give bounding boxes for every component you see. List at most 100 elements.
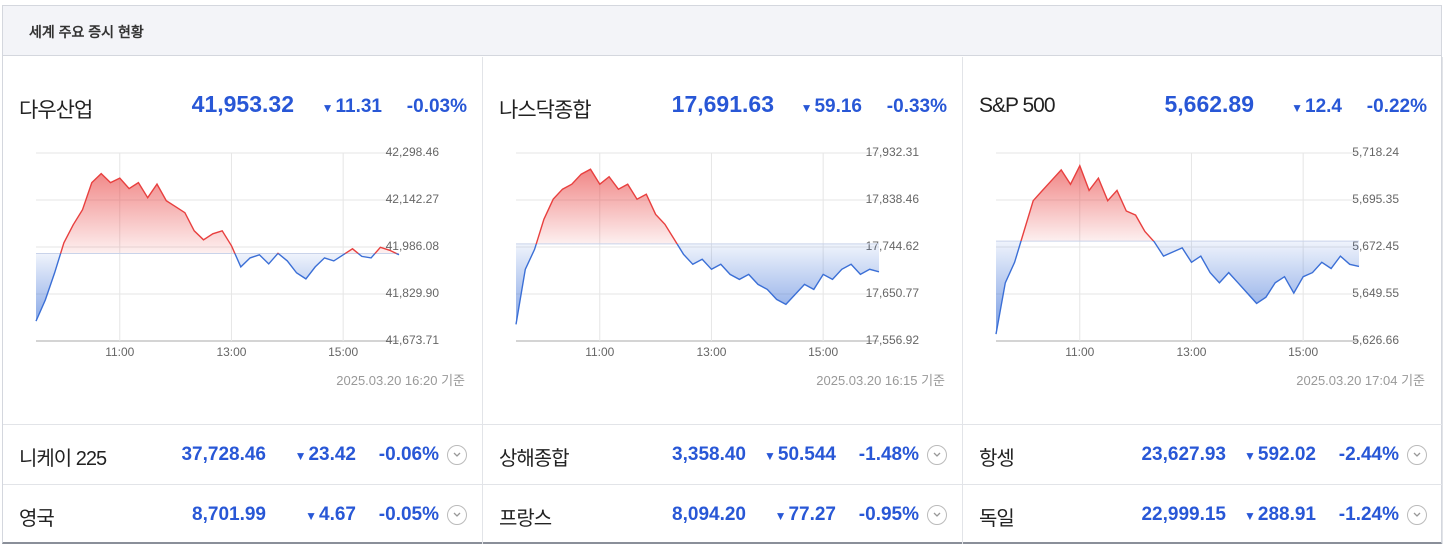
change-value: 11.31 bbox=[335, 96, 383, 117]
change-pct: -0.06% bbox=[378, 444, 439, 465]
y-tick-label: 17,932.31 bbox=[866, 145, 920, 159]
change-value: 23.42 bbox=[308, 444, 356, 465]
change-value: 592.02 bbox=[1257, 444, 1316, 465]
index-row: 니케이 225 37,728.46 ▼ 23.42 -0.06% bbox=[3, 424, 483, 484]
header-title: 세계 주요 증시 현황 bbox=[29, 24, 144, 40]
y-tick-label: 41,829.90 bbox=[386, 286, 440, 300]
x-tick-label: 13:00 bbox=[696, 345, 726, 357]
index-name: 프랑스 bbox=[499, 508, 552, 530]
index-price: 5,662.89 bbox=[1164, 91, 1254, 117]
index-panel: 다우산업 41,953.32 ▼ 11.31 -0.03% 2025.03.20 16:2… bbox=[3, 57, 483, 424]
index-price: 41,953.32 bbox=[191, 91, 294, 117]
down-arrow: ▼ bbox=[800, 101, 813, 115]
change-pct: -1.24% bbox=[1338, 504, 1399, 525]
down-arrow: ▼ bbox=[1243, 449, 1256, 463]
x-tick-label: 11:00 bbox=[105, 345, 134, 357]
line-chart: 17,556.92 17,650.77 17,744.62 17,838.46 17,9… bbox=[515, 145, 920, 357]
change: ▼ 23.42 bbox=[295, 444, 356, 466]
index-name: 독일 bbox=[979, 508, 1015, 530]
index-name: 다우산업 bbox=[19, 99, 93, 122]
chevron bbox=[453, 452, 461, 457]
chevron bbox=[933, 452, 941, 457]
change-value: 59.16 bbox=[814, 96, 862, 117]
change-value: 50.544 bbox=[777, 444, 836, 465]
change-value: 4.67 bbox=[319, 504, 356, 525]
change: ▼ 11.31 bbox=[322, 96, 382, 118]
index-name: 니케이 225 bbox=[19, 448, 107, 470]
timestamp: 2025.03.20 16:15 기준 bbox=[816, 373, 945, 388]
y-tick-label: 41,986.08 bbox=[386, 239, 440, 253]
expand-button[interactable] bbox=[1407, 445, 1427, 465]
index-row: 상해종합 3,358.40 ▼ 50.544 -1.48% bbox=[483, 424, 963, 484]
chevron bbox=[1413, 452, 1421, 457]
expand-button[interactable] bbox=[447, 445, 467, 465]
index-row: 영국 8,701.99 ▼ 4.67 -0.05% bbox=[3, 484, 483, 544]
expand-button[interactable] bbox=[1407, 505, 1427, 525]
y-tick-label: 5,672.45 bbox=[1352, 239, 1399, 253]
x-tick-label: 15:00 bbox=[328, 345, 358, 357]
price-line bbox=[35, 172, 400, 322]
change-value: 77.27 bbox=[788, 504, 836, 525]
change-value: 288.91 bbox=[1257, 504, 1316, 525]
expand-button[interactable] bbox=[927, 445, 947, 465]
index-price: 8,094.20 bbox=[672, 504, 746, 525]
index-name: 영국 bbox=[19, 508, 55, 530]
area bbox=[516, 169, 879, 325]
change-pct: -0.05% bbox=[378, 504, 439, 525]
index-panel: S&P 500 5,662.89 ▼ 12.4 -0.22% 2025.03.20 17:… bbox=[963, 57, 1443, 424]
y-tick-label: 5,649.55 bbox=[1352, 286, 1399, 300]
down-arrow: ▼ bbox=[763, 449, 776, 463]
change-pct: -2.44% bbox=[1338, 444, 1399, 465]
y-tick-label: 42,142.27 bbox=[386, 192, 440, 206]
y-tick-label: 17,556.92 bbox=[866, 333, 920, 347]
down-arrow: ▼ bbox=[294, 449, 307, 463]
change-pct: -0.03% bbox=[406, 96, 467, 117]
index-price: 3,358.40 bbox=[672, 444, 746, 465]
chevron bbox=[453, 512, 461, 517]
x-tick-label: 13:00 bbox=[216, 345, 246, 357]
index-name: 나스닥종합 bbox=[499, 99, 592, 122]
change: ▼ 4.67 bbox=[305, 504, 356, 526]
chevron bbox=[1413, 512, 1421, 517]
change-value: 12.4 bbox=[1305, 96, 1342, 117]
index-name: 항셍 bbox=[979, 448, 1015, 470]
index-name: S&P 500 bbox=[979, 94, 1056, 117]
x-tick-label: 15:00 bbox=[1288, 345, 1318, 357]
x-tick-label: 15:00 bbox=[808, 345, 838, 357]
index-price: 37,728.46 bbox=[181, 444, 266, 465]
y-tick-label: 17,838.46 bbox=[866, 192, 920, 206]
market-widget: 세계 주요 증시 현황 다우산업 41,953.32 ▼ 11.31 -0.03% 202… bbox=[2, 5, 1443, 544]
expand-button[interactable] bbox=[927, 505, 947, 525]
change-pct: -0.33% bbox=[886, 96, 947, 117]
change: ▼ 59.16 bbox=[801, 96, 862, 118]
y-tick-label: 5,718.24 bbox=[1352, 145, 1399, 159]
change: ▼ 592.02 bbox=[1244, 444, 1316, 466]
down-arrow: ▼ bbox=[1243, 509, 1256, 523]
timestamp: 2025.03.20 16:20 기준 bbox=[336, 373, 465, 388]
y-tick-label: 42,298.46 bbox=[386, 145, 440, 159]
down-arrow: ▼ bbox=[1291, 101, 1304, 115]
chevron bbox=[933, 512, 941, 517]
change-pct: -0.22% bbox=[1366, 96, 1427, 117]
index-row: 독일 22,999.15 ▼ 288.91 -1.24% bbox=[963, 484, 1443, 544]
expand-button[interactable] bbox=[447, 505, 467, 525]
change: ▼ 288.91 bbox=[1244, 504, 1316, 526]
change-pct: -0.95% bbox=[858, 504, 919, 525]
x-tick-label: 13:00 bbox=[1176, 345, 1206, 357]
price-line bbox=[995, 164, 1360, 335]
index-row: 프랑스 8,094.20 ▼ 77.27 -0.95% bbox=[483, 484, 963, 544]
y-tick-label: 17,744.62 bbox=[866, 239, 920, 253]
index-price: 22,999.15 bbox=[1141, 504, 1226, 525]
index-panel: 나스닥종합 17,691.63 ▼ 59.16 -0.33% 2025.03.20 16:… bbox=[483, 57, 963, 424]
x-tick-label: 11:00 bbox=[585, 345, 614, 357]
down-arrow: ▼ bbox=[305, 509, 318, 523]
line-chart: 41,673.71 41,829.90 41,986.08 42,142.27 42,2… bbox=[35, 145, 440, 357]
change: ▼ 12.4 bbox=[1291, 96, 1342, 118]
index-price: 8,701.99 bbox=[192, 504, 266, 525]
area bbox=[36, 173, 399, 322]
line-chart: 5,626.66 5,649.55 5,672.45 5,695.35 5,718.24… bbox=[995, 145, 1399, 357]
down-arrow: ▼ bbox=[321, 101, 334, 115]
down-arrow: ▼ bbox=[774, 509, 787, 523]
change: ▼ 50.544 bbox=[764, 444, 836, 466]
